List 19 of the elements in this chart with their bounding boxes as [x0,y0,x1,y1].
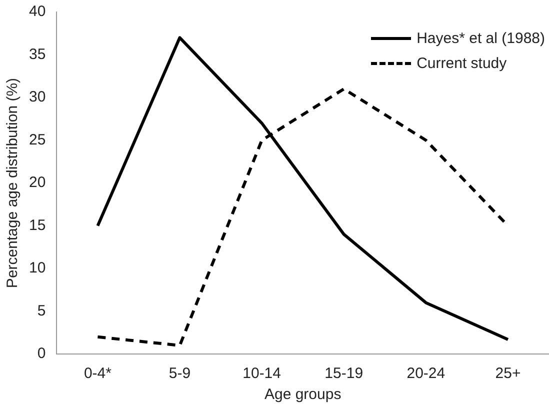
y-tick-label: 30 [28,88,46,106]
y-tick-label: 5 [37,302,46,320]
y-tick-label: 40 [28,3,46,20]
y-axis-title: Percentage age distribution (%) [4,78,22,288]
x-tick-label: 20-24 [406,365,446,382]
x-tick-label: 15-19 [324,365,364,382]
x-tick-label: 0-4* [84,365,112,382]
legend-label: Current study [416,55,507,72]
x-axis-title: Age groups [264,386,342,404]
y-tick-label: 25 [28,131,46,148]
y-tick-label: 10 [28,260,46,277]
x-tick-label: 25+ [495,365,521,382]
legend-label: Hayes* et al (1988) [416,30,545,47]
x-tick-label: 10-14 [242,365,282,382]
y-tick-label: 35 [28,46,46,63]
x-tick-label: 5-9 [168,365,191,382]
y-tick-label: 20 [28,174,46,192]
y-tick-label: 0 [37,345,46,362]
y-tick-label: 15 [28,216,46,234]
